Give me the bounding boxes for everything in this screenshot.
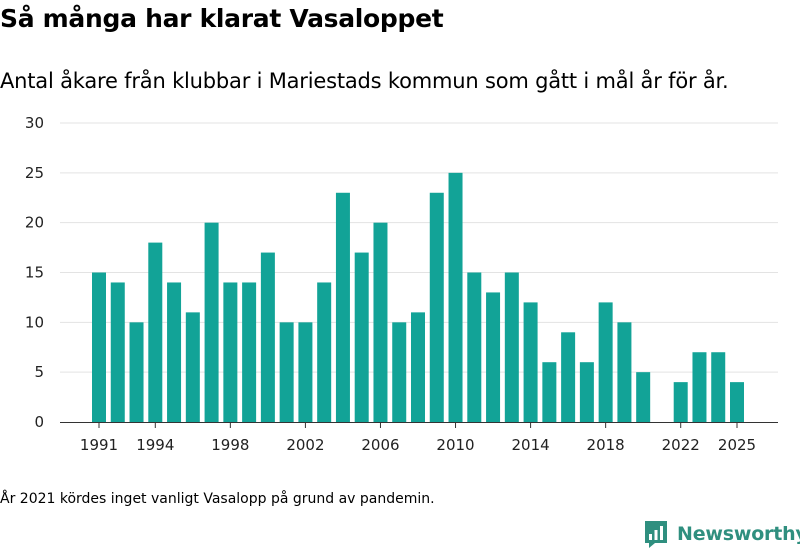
bar-1998[interactable] <box>223 282 238 422</box>
bar-1993[interactable] <box>129 322 144 422</box>
x-tick-label-1998: 1998 <box>211 436 249 454</box>
bar-2005[interactable] <box>354 252 369 422</box>
y-tick-label-30: 30 <box>25 114 44 132</box>
bar-2004[interactable] <box>335 192 350 422</box>
newsworthy-logo-icon <box>645 521 667 548</box>
bar-1996[interactable] <box>185 312 200 422</box>
bar-1992[interactable] <box>110 282 125 422</box>
x-tick-label-2018: 2018 <box>587 436 625 454</box>
bar-1994[interactable] <box>148 242 163 422</box>
bar-2011[interactable] <box>467 272 482 423</box>
x-tick-label-2002: 2002 <box>286 436 324 454</box>
bar-2023[interactable] <box>692 352 707 422</box>
bar-2025[interactable] <box>730 382 744 422</box>
brand-name: Newsworthy <box>677 523 800 545</box>
y-tick-label-25: 25 <box>25 164 44 182</box>
bar-2017[interactable] <box>579 362 594 422</box>
bar-2008[interactable] <box>411 312 425 422</box>
y-tick-label-15: 15 <box>25 264 44 282</box>
bar-1997[interactable] <box>204 222 219 422</box>
y-tick-label-5: 5 <box>34 363 44 381</box>
bar-2015[interactable] <box>542 362 557 422</box>
y-tick-label-10: 10 <box>25 313 44 331</box>
x-tick-label-1994: 1994 <box>136 436 174 454</box>
bar-1991[interactable] <box>92 272 106 423</box>
y-tick-label-0: 0 <box>34 413 44 431</box>
bar-2018[interactable] <box>598 302 613 422</box>
bar-2006[interactable] <box>373 222 388 422</box>
bar-2024[interactable] <box>711 352 726 422</box>
bar-2007[interactable] <box>392 322 407 422</box>
chart-subtitle: Antal åkare från klubbar i Mariestads ko… <box>0 69 729 93</box>
bar-2020[interactable] <box>636 372 651 422</box>
bar-2001[interactable] <box>279 322 294 422</box>
bar-2012[interactable] <box>486 292 501 422</box>
bar-2009[interactable] <box>429 192 444 422</box>
bar-1995[interactable] <box>167 282 182 422</box>
x-tick-label-2022: 2022 <box>662 436 700 454</box>
bar-2010[interactable] <box>448 172 463 422</box>
y-tick-label-20: 20 <box>25 214 44 232</box>
bar-2014[interactable] <box>523 302 538 422</box>
bar-2022[interactable] <box>673 382 688 422</box>
x-tick-label-2025: 2025 <box>718 436 756 454</box>
x-tick-label-2006: 2006 <box>361 436 399 454</box>
bar-1999[interactable] <box>242 282 257 422</box>
x-tick-label-1991: 1991 <box>80 436 118 454</box>
bar-2013[interactable] <box>504 272 519 423</box>
footnote: År 2021 kördes inget vanligt Vasalopp på… <box>0 491 435 507</box>
brand-logo[interactable]: Newsworthy <box>643 518 800 550</box>
bar-2002[interactable] <box>298 322 313 422</box>
x-tick-label-2014: 2014 <box>511 436 549 454</box>
chart-title: Så många har klarat Vasaloppet <box>0 4 444 33</box>
bar-2003[interactable] <box>317 282 332 422</box>
bar-2016[interactable] <box>561 332 576 422</box>
x-tick-label-2010: 2010 <box>436 436 474 454</box>
bar-2019[interactable] <box>617 322 632 422</box>
bar-2000[interactable] <box>260 252 275 422</box>
bars-layer <box>92 172 744 423</box>
